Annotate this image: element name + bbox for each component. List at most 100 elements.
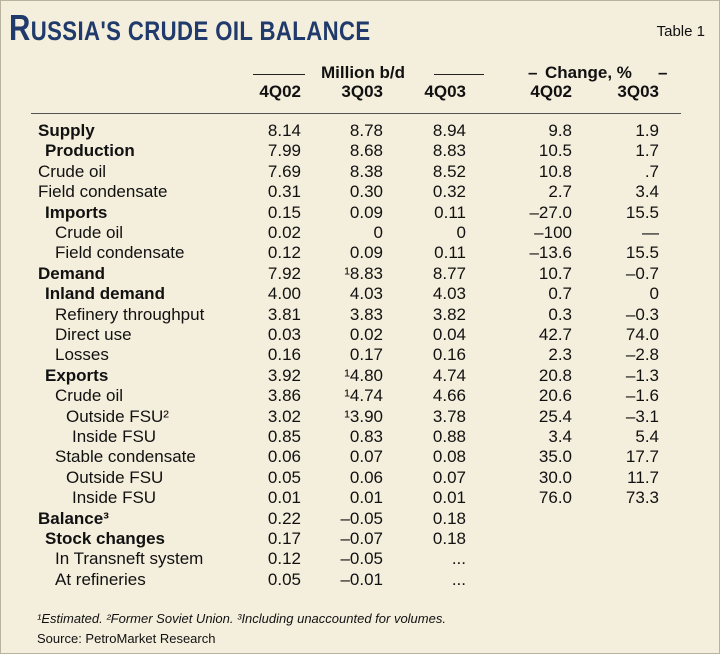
cell: 8.68 <box>349 141 383 161</box>
cell: ¹4.74 <box>344 386 383 406</box>
cell: 20.8 <box>538 365 572 385</box>
cell: 10.7 <box>538 263 572 283</box>
cell: 4.66 <box>432 386 466 406</box>
cell: 0.07 <box>432 467 466 487</box>
cell: 3.78 <box>432 406 466 426</box>
header-underline <box>31 113 681 114</box>
cell: 15.5 <box>625 202 659 222</box>
row-label: Stock changes <box>45 529 165 548</box>
cell: 0.01 <box>267 488 301 508</box>
cell: 0.83 <box>349 427 383 446</box>
cell: 0.88 <box>432 427 466 446</box>
cell: 0.30 <box>349 182 383 202</box>
row-label: Crude oil <box>55 223 124 242</box>
cell: 74.0 <box>625 325 659 344</box>
cell: 0.03 <box>267 325 301 344</box>
cell: 0.31 <box>267 182 301 202</box>
cell: 0.06 <box>349 467 383 487</box>
cell: 0.09 <box>349 243 383 263</box>
cell: 25.4 <box>538 406 572 426</box>
cell: –1.3 <box>625 365 659 385</box>
cell: 0.16 <box>267 345 301 365</box>
row-label: Imports <box>45 202 108 222</box>
cell: –0.01 <box>340 569 383 589</box>
cell: 4.00 <box>267 284 301 304</box>
cell: 3.82 <box>432 304 466 324</box>
cell: 11.7 <box>627 467 659 487</box>
cell: 3.86 <box>267 386 301 406</box>
row-label: Refinery throughput <box>55 304 205 324</box>
cell: 8.94 <box>432 121 466 140</box>
cell: 0.17 <box>267 529 301 548</box>
column-header: 3Q03 <box>341 82 383 101</box>
cell: 3.81 <box>267 304 301 324</box>
cell: –0.7 <box>625 263 659 283</box>
column-header: 3Q03 <box>617 82 659 101</box>
cell: –0.3 <box>625 304 659 324</box>
cell: 0.3 <box>548 304 572 324</box>
cell: 0.02 <box>267 223 301 242</box>
title: RUSSIA'S CRUDE OIL BALANCE <box>9 7 371 48</box>
row-label: Exports <box>45 365 109 385</box>
column-header: 4Q03 <box>424 82 466 101</box>
cell: 1.9 <box>635 121 659 140</box>
row-label: Field condensate <box>55 243 185 263</box>
cell: 0.06 <box>267 447 301 467</box>
cell: 2.7 <box>548 182 572 202</box>
cell: 0.09 <box>349 202 383 222</box>
cell: 0.85 <box>267 427 301 446</box>
source: Source: PetroMarket Research <box>37 631 216 646</box>
cell: 0.15 <box>267 202 301 222</box>
cell: 5.4 <box>635 427 659 446</box>
cell: 10.8 <box>538 161 572 181</box>
cell: 8.77 <box>432 263 466 283</box>
cell: 0.22 <box>267 508 301 528</box>
cell: –0.05 <box>340 549 383 569</box>
cell: 73.3 <box>625 488 659 508</box>
cell: 0.08 <box>432 447 466 467</box>
cell: 0.7 <box>548 284 572 304</box>
cell: 0.04 <box>432 325 466 344</box>
cell: 0.18 <box>432 508 466 528</box>
cell: 20.6 <box>538 386 572 406</box>
cell: 8.83 <box>432 141 466 161</box>
cell: 0.12 <box>267 243 301 263</box>
cell: 8.52 <box>432 161 466 181</box>
cell: 7.99 <box>267 141 301 161</box>
row-label: Inside FSU <box>72 427 157 446</box>
header-rule <box>434 74 484 75</box>
cell: –0.05 <box>340 508 383 528</box>
row-label: Field condensate <box>38 182 168 202</box>
header-rule <box>253 74 305 75</box>
cell: 0.01 <box>349 488 383 508</box>
row-label: Balance³ <box>38 508 109 528</box>
cell: 2.3 <box>548 345 572 365</box>
row-label: Inland demand <box>45 284 165 304</box>
cell: 3.02 <box>267 406 301 426</box>
cell: ¹3.90 <box>344 406 383 426</box>
cell: 42.7 <box>538 325 572 344</box>
cell: 0.02 <box>349 325 383 344</box>
cell: ¹8.83 <box>344 263 383 283</box>
row-label: Production <box>45 141 135 161</box>
row-label: Stable condensate <box>55 447 196 467</box>
cell: 0.05 <box>267 467 301 487</box>
cell: 0.17 <box>349 345 383 365</box>
cell: 0 <box>456 223 466 242</box>
cell: 4.03 <box>432 284 466 304</box>
cell: 3.83 <box>349 304 383 324</box>
cell: –100 <box>534 223 572 242</box>
row-label: In Transneft system <box>55 549 204 569</box>
cell: 10.5 <box>538 141 572 161</box>
group-header: Million b/d <box>321 63 406 82</box>
cell: 8.14 <box>267 121 301 140</box>
cell: 1.7 <box>635 141 659 161</box>
cell: –3.1 <box>625 406 659 426</box>
cell: 3.4 <box>635 182 659 202</box>
cell: 0.05 <box>267 569 301 589</box>
cell: 0 <box>373 223 383 242</box>
cell: 7.69 <box>267 161 301 181</box>
group-header: Change, % <box>545 63 632 82</box>
cell: .7 <box>644 161 659 181</box>
